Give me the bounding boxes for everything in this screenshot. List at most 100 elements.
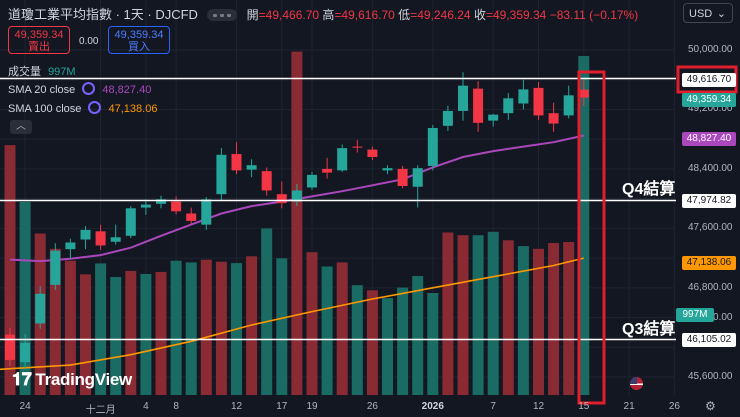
candle-body	[367, 149, 378, 158]
candle	[473, 81, 484, 132]
candle	[518, 79, 529, 110]
candlesticks	[5, 72, 589, 370]
candle-body	[291, 190, 302, 202]
volume-bar	[457, 235, 469, 395]
horizontal-levels[interactable]	[0, 77, 676, 341]
price-tick: 45,600.00	[688, 371, 733, 382]
candle-body	[276, 194, 287, 204]
candle	[246, 159, 257, 178]
sma20-legend[interactable]: SMA 20 close 48,827.40	[8, 82, 151, 96]
more-options-icon[interactable]	[207, 9, 238, 21]
candle	[171, 196, 182, 215]
volume-bar	[578, 56, 590, 396]
chevron-down-icon: ⌄	[716, 8, 726, 20]
candle	[110, 224, 121, 245]
symbol-header: 道瓊工業平均指數 · 1天 · DJCFD 開=49,466.70 高=49,6…	[8, 4, 638, 23]
candle-body	[548, 113, 559, 124]
sma100-legend[interactable]: SMA 100 close 47,138.06	[8, 101, 157, 115]
gear-icon[interactable]: ⚙	[705, 399, 716, 413]
candle	[216, 148, 227, 201]
volume-bar	[472, 235, 484, 395]
candle	[50, 243, 61, 291]
time-tick: 4	[143, 401, 149, 412]
candle	[397, 165, 408, 189]
volume-bar	[382, 298, 393, 395]
candle-body	[246, 165, 257, 170]
volume-bar	[110, 277, 122, 395]
last-candle-highlight-box	[577, 70, 606, 405]
close-value: =49,359.34	[485, 8, 547, 22]
candle	[533, 81, 544, 120]
candle-body	[412, 168, 423, 187]
sma100-line	[0, 257, 584, 371]
sma100-price-label: 47,138.06	[682, 256, 736, 270]
collapse-legend-icon[interactable]: ︿	[10, 120, 32, 134]
q3-level-label: 46,105.02	[682, 333, 736, 347]
volume-bar	[49, 248, 61, 395]
volume-bar	[321, 266, 333, 395]
tradingview-logo[interactable]: 𝟏𝟕 TradingView	[12, 369, 132, 390]
volume-bar	[336, 262, 348, 395]
candle-body	[473, 88, 484, 123]
candle	[563, 85, 574, 119]
candle	[35, 286, 46, 329]
volume-bar	[261, 228, 273, 395]
candle-body	[186, 213, 197, 221]
candle	[337, 144, 348, 172]
low-value: =49,246.24	[410, 8, 471, 22]
volume-bar	[200, 259, 212, 395]
volume-bar	[155, 271, 167, 395]
candle-body	[231, 154, 242, 171]
time-tick: 26	[366, 401, 378, 412]
volume-legend[interactable]: 成交量 997M	[8, 63, 76, 79]
tradingview-logo-icon: 𝟏𝟕	[12, 369, 32, 389]
candle-body	[337, 148, 348, 171]
sell-price: 49,359.34	[14, 29, 64, 41]
price-tick: 49,200.00	[688, 103, 733, 115]
candle	[427, 125, 438, 171]
spread-value: 0.00	[79, 36, 99, 47]
buy-button[interactable]: 49,359.34 買入	[108, 26, 170, 54]
candle	[307, 171, 317, 190]
high-label: 高	[322, 8, 335, 22]
candle	[352, 139, 363, 153]
volume-bar	[442, 232, 454, 395]
candle	[156, 195, 166, 209]
change-value: −83.11 (−0.17%)	[549, 8, 639, 22]
candle	[291, 183, 302, 207]
sma100-settings-icon[interactable]	[88, 101, 102, 114]
time-tick: 24	[19, 401, 31, 412]
candle	[458, 72, 468, 121]
symbol-title[interactable]: 道瓊工業平均指數 · 1天 · DJCFD	[8, 7, 198, 22]
candle	[276, 181, 287, 209]
candle	[125, 206, 136, 239]
high-price-label: 49,616.70	[682, 73, 736, 87]
candle-body	[352, 146, 363, 148]
price-tick: 46,800.00	[688, 281, 733, 293]
last-price-label: 49,359.34	[682, 93, 736, 107]
brand-name: TradingView	[35, 370, 132, 389]
sma20-settings-icon[interactable]	[82, 82, 96, 95]
candle-body	[578, 89, 589, 98]
us-market-flag-icon[interactable]	[630, 377, 643, 390]
volume-bar	[95, 263, 107, 395]
volume-bar	[125, 270, 137, 395]
volume-label: 成交量	[8, 66, 41, 78]
sma20-label: SMA 20 close	[8, 84, 76, 96]
volume-bar	[306, 252, 318, 395]
buy-label: 買入	[128, 41, 150, 53]
candle-body	[322, 168, 333, 173]
currency-select[interactable]: USD ⌄	[683, 3, 733, 23]
candle-body	[261, 171, 272, 191]
candle	[367, 146, 378, 160]
candle-body	[140, 204, 151, 208]
candle-body	[110, 237, 121, 242]
candle-body	[80, 229, 91, 240]
candle	[186, 207, 197, 225]
candle-body	[50, 250, 61, 285]
sell-button[interactable]: 49,359.34 賣出	[8, 26, 70, 54]
candle	[382, 165, 393, 175]
open-value: =49,466.70	[258, 8, 320, 22]
high-value: =49,616.70	[334, 8, 395, 22]
